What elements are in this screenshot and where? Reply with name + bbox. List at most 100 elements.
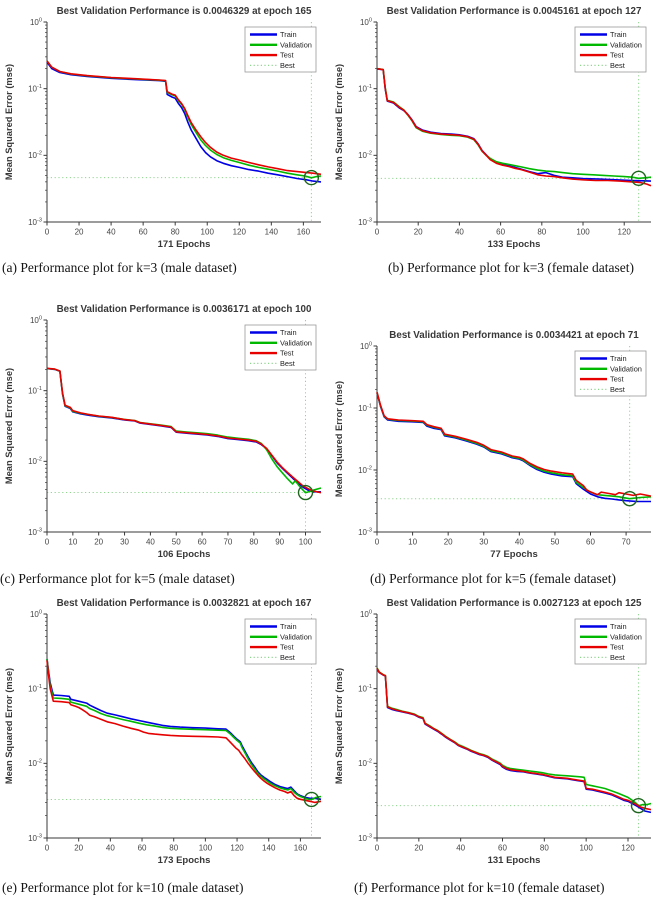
chart-caption-a: (a) Performance plot for k=3 (male datas… xyxy=(2,260,237,275)
x-tick-label: 40 xyxy=(455,228,464,237)
x-tick-label: 40 xyxy=(515,538,524,547)
legend-label-train: Train xyxy=(610,30,627,39)
y-axis-label: Mean Squared Error (mse) xyxy=(4,668,14,784)
legend-label-best: Best xyxy=(280,359,295,368)
x-tick-label: 80 xyxy=(169,844,178,853)
x-tick-label: 140 xyxy=(265,228,279,237)
y-axis-label: Mean Squared Error (mse) xyxy=(334,668,344,784)
series-test xyxy=(376,67,652,187)
x-tick-label: 160 xyxy=(294,844,308,853)
y-tick-label: 10-1 xyxy=(358,403,372,412)
axes xyxy=(46,22,321,223)
legend-label-train: Train xyxy=(280,328,297,337)
legend-label-best: Best xyxy=(610,61,625,70)
x-tick-label: 30 xyxy=(479,538,488,547)
y-ticks: 100 10-1 10-2 10-3 xyxy=(28,17,47,227)
y-tick-label: 10-1 xyxy=(28,386,42,395)
best-lines xyxy=(47,614,321,838)
series-test xyxy=(46,60,322,176)
legend-label-test: Test xyxy=(280,349,294,358)
chart-cell-d: Best Validation Performance is 0.0034421… xyxy=(330,326,660,568)
performance-chart-b: Best Validation Performance is 0.0045161… xyxy=(334,6,652,250)
x-axis-label: 77 Epochs xyxy=(490,549,538,560)
chart-title: Best Validation Performance is 0.0027123… xyxy=(387,598,642,609)
y-tick-label: 10-3 xyxy=(358,217,372,226)
y-tick-label: 10-2 xyxy=(358,759,372,768)
x-tick-label: 120 xyxy=(233,228,247,237)
y-tick-label: 10-3 xyxy=(358,833,372,842)
y-ticks: 100 10-1 10-2 10-3 xyxy=(28,315,47,537)
x-tick-label: 120 xyxy=(618,228,632,237)
x-ticks: 0 10 20 30 40 50 60 70 xyxy=(375,532,631,547)
x-axis-label: 131 Epochs xyxy=(488,855,541,866)
x-tick-label: 50 xyxy=(172,538,181,547)
x-tick-label: 80 xyxy=(540,844,549,853)
series-test xyxy=(46,660,322,804)
x-tick-label: 20 xyxy=(444,538,453,547)
best-point-marker xyxy=(297,484,314,501)
axes xyxy=(46,320,321,533)
y-tick-label: 100 xyxy=(360,17,372,26)
y-tick-label: 10-3 xyxy=(28,217,42,226)
performance-chart-a: Best Validation Performance is 0.0046329… xyxy=(4,6,322,250)
legend-label-best: Best xyxy=(610,385,625,394)
x-tick-label: 30 xyxy=(120,538,129,547)
legend-label-validation: Validation xyxy=(280,338,312,347)
y-tick-label: 100 xyxy=(30,17,42,26)
y-tick-label: 10-2 xyxy=(358,465,372,474)
y-ticks: 100 10-1 10-2 10-3 xyxy=(358,609,377,843)
axes xyxy=(376,346,651,533)
y-ticks: 100 10-1 10-2 10-3 xyxy=(358,17,377,227)
performance-chart-e: Best Validation Performance is 0.0032821… xyxy=(4,598,322,866)
x-tick-label: 0 xyxy=(45,538,50,547)
legend-label-test: Test xyxy=(280,643,294,652)
legend-label-best: Best xyxy=(610,653,625,662)
series-validation xyxy=(376,67,652,180)
x-tick-label: 120 xyxy=(230,844,244,853)
x-tick-label: 20 xyxy=(94,538,103,547)
x-tick-label: 140 xyxy=(262,844,276,853)
x-tick-label: 120 xyxy=(621,844,635,853)
x-tick-label: 100 xyxy=(201,228,215,237)
series-train xyxy=(376,392,651,503)
legend-label-test: Test xyxy=(610,375,624,384)
legend-label-train: Train xyxy=(610,622,627,631)
x-tick-label: 70 xyxy=(223,538,232,547)
legend-label-test: Test xyxy=(280,51,294,60)
y-tick-label: 10-2 xyxy=(28,151,42,160)
best-point-marker xyxy=(630,170,647,187)
legend-label-validation: Validation xyxy=(280,40,312,49)
y-tick-label: 100 xyxy=(360,609,372,618)
chart-title: Best Validation Performance is 0.0034421… xyxy=(389,330,639,341)
best-point-marker xyxy=(303,169,320,186)
best-lines xyxy=(377,22,651,222)
x-tick-label: 60 xyxy=(198,538,207,547)
x-tick-label: 160 xyxy=(297,228,311,237)
legend-label-validation: Validation xyxy=(610,632,642,641)
legend-label-train: Train xyxy=(280,622,297,631)
y-axis-label: Mean Squared Error (mse) xyxy=(4,64,14,180)
legend-label-test: Test xyxy=(610,51,624,60)
x-tick-label: 40 xyxy=(456,844,465,853)
x-axis-label: 106 Epochs xyxy=(158,549,211,560)
chart-cell-a: Best Validation Performance is 0.0046329… xyxy=(0,2,330,258)
y-tick-label: 100 xyxy=(360,341,372,350)
y-axis-label: Mean Squared Error (mse) xyxy=(334,381,344,497)
chart-cell-b: Best Validation Performance is 0.0045161… xyxy=(330,2,660,258)
x-tick-label: 20 xyxy=(75,228,84,237)
series-train xyxy=(46,61,322,183)
best-lines xyxy=(47,22,321,222)
x-tick-label: 40 xyxy=(107,228,116,237)
x-tick-label: 100 xyxy=(299,538,313,547)
x-tick-label: 40 xyxy=(146,538,155,547)
legend-label-train: Train xyxy=(280,30,297,39)
legend-label-validation: Validation xyxy=(610,364,642,373)
chart-cell-f: Best Validation Performance is 0.0027123… xyxy=(330,594,660,874)
series-validation xyxy=(46,658,322,801)
x-tick-label: 20 xyxy=(74,844,83,853)
series-test xyxy=(46,367,322,494)
best-point-marker xyxy=(621,491,638,507)
series-train xyxy=(376,68,652,182)
